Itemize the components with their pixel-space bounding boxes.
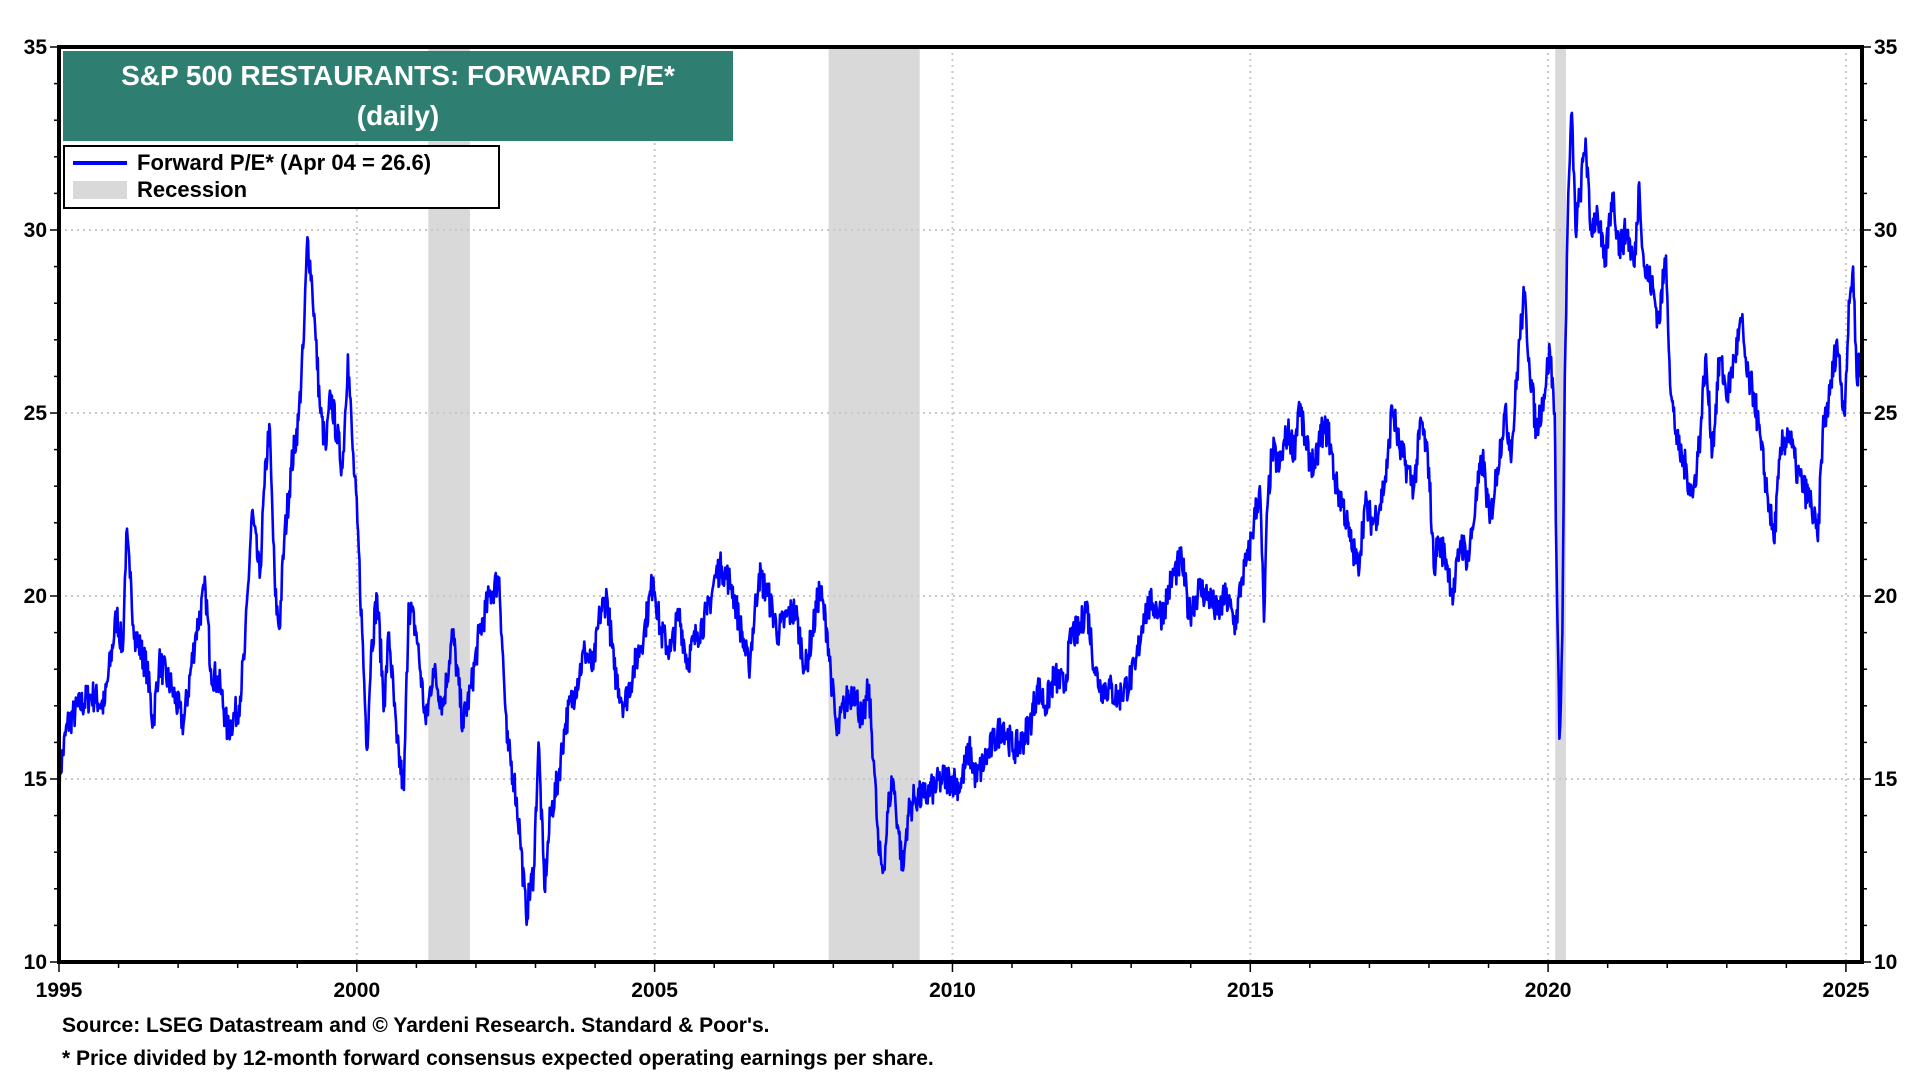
x-tick-label: 1995 <box>36 979 83 1002</box>
y-tick-label-right: 15 <box>1874 768 1898 791</box>
chart-subtitle: (daily) <box>356 100 440 131</box>
legend-label: Forward P/E* (Apr 04 = 26.6) <box>137 150 432 175</box>
source-note: Source: LSEG Datastream and © Yardeni Re… <box>62 1014 770 1037</box>
x-tick-label: 2000 <box>333 979 380 1002</box>
y-tick-label-left: 35 <box>24 36 48 59</box>
plot-frame <box>57 45 1864 964</box>
legend-item-recession: Recession <box>73 177 247 203</box>
x-tick-label: 2015 <box>1227 979 1274 1002</box>
y-tick-label-left: 15 <box>24 768 48 791</box>
legend: Forward P/E* (Apr 04 = 26.6) Recession <box>63 145 500 209</box>
y-tick-label-right: 10 <box>1874 951 1897 974</box>
y-tick-label-left: 20 <box>24 585 47 608</box>
x-tick-label: 2025 <box>1823 979 1870 1002</box>
recession-band <box>1555 47 1566 962</box>
legend-band-swatch <box>73 181 127 199</box>
chart-title: S&P 500 RESTAURANTS: FORWARD P/E* <box>121 60 675 91</box>
legend-item-forward-pe: Forward P/E* (Apr 04 = 26.6) <box>73 150 431 176</box>
x-tick-label: 2005 <box>631 979 678 1002</box>
y-tick-label-right: 25 <box>1874 402 1898 425</box>
y-tick-label-right: 20 <box>1874 585 1897 608</box>
series-line-forward-pe <box>57 111 1863 927</box>
y-tick-label-left: 10 <box>24 951 47 974</box>
x-tick-label: 2020 <box>1525 979 1572 1002</box>
legend-line-swatch <box>73 161 127 165</box>
legend-label: Recession <box>137 177 248 202</box>
y-tick-label-right: 35 <box>1874 36 1898 59</box>
y-tick-label-right: 30 <box>1874 219 1897 242</box>
x-tick-label: 2010 <box>929 979 976 1002</box>
y-tick-label-left: 30 <box>24 219 47 242</box>
chart-title-box: S&P 500 RESTAURANTS: FORWARD P/E* (daily… <box>63 51 733 141</box>
footnote: * Price divided by 12-month forward cons… <box>62 1047 934 1070</box>
recession-band <box>828 47 920 962</box>
y-tick-label-left: 25 <box>24 402 48 425</box>
